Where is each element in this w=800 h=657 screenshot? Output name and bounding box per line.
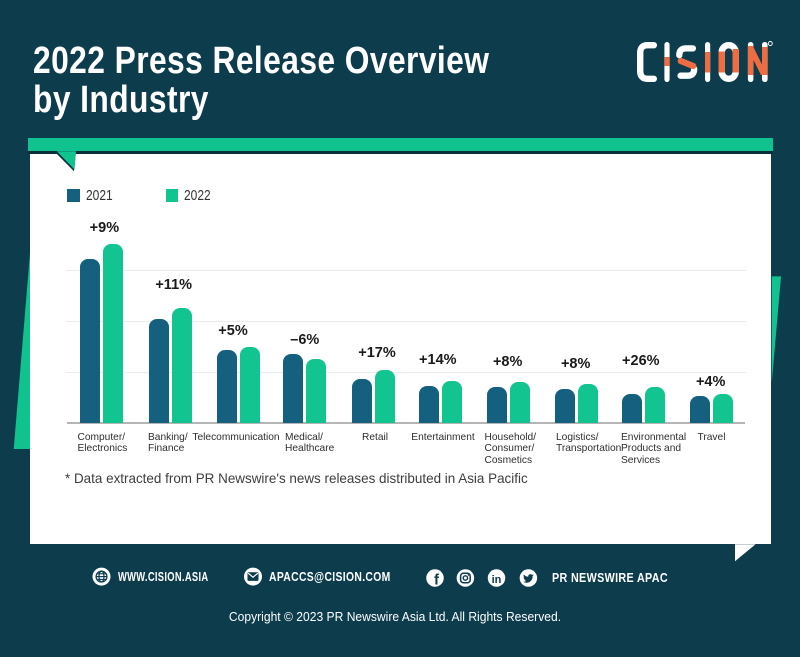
svg-text:in: in xyxy=(492,574,502,586)
svg-text:f: f xyxy=(434,572,440,589)
